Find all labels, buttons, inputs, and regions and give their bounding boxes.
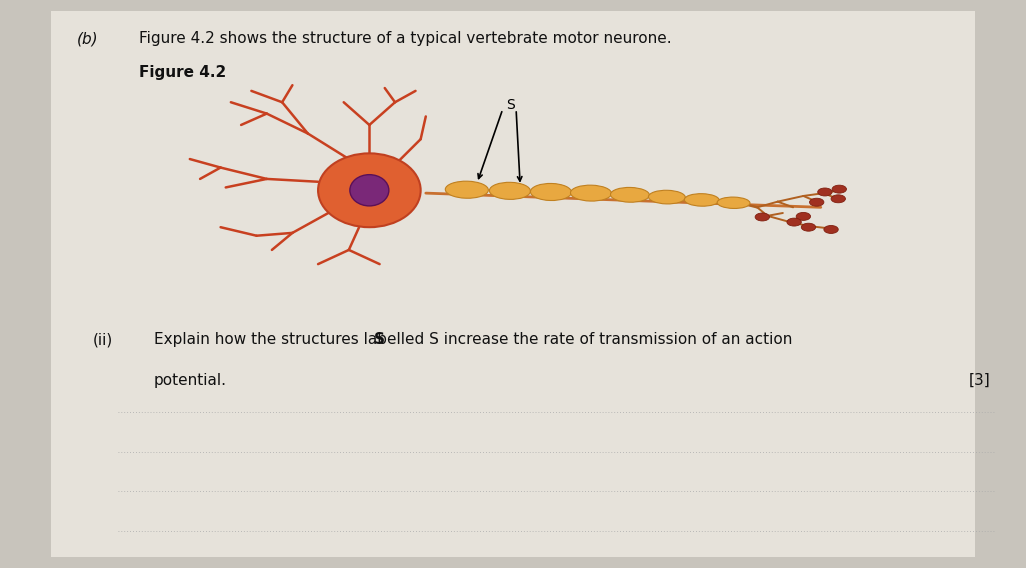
- Ellipse shape: [350, 175, 389, 206]
- Circle shape: [796, 212, 811, 220]
- Ellipse shape: [489, 182, 530, 199]
- Ellipse shape: [570, 185, 611, 201]
- Circle shape: [787, 218, 801, 226]
- Circle shape: [818, 188, 832, 196]
- Ellipse shape: [684, 194, 719, 206]
- Ellipse shape: [610, 187, 649, 202]
- Text: Figure 4.2 shows the structure of a typical vertebrate motor neurone.: Figure 4.2 shows the structure of a typi…: [139, 31, 671, 46]
- Circle shape: [810, 198, 824, 206]
- Circle shape: [832, 185, 846, 193]
- Ellipse shape: [530, 183, 571, 201]
- Circle shape: [801, 223, 816, 231]
- Text: (ii): (ii): [92, 332, 113, 347]
- Ellipse shape: [648, 190, 685, 204]
- Text: S: S: [507, 98, 515, 112]
- Text: S: S: [373, 332, 385, 347]
- Circle shape: [755, 213, 770, 221]
- Text: Explain how the structures labelled S increase the rate of transmission of an ac: Explain how the structures labelled S in…: [154, 332, 792, 347]
- Text: (b): (b): [77, 31, 98, 46]
- FancyBboxPatch shape: [51, 11, 975, 557]
- Circle shape: [824, 225, 838, 233]
- Text: potential.: potential.: [154, 373, 227, 388]
- Ellipse shape: [717, 197, 750, 208]
- Text: Figure 4.2: Figure 4.2: [139, 65, 226, 80]
- Text: [3]: [3]: [969, 373, 990, 388]
- Circle shape: [831, 195, 845, 203]
- Ellipse shape: [445, 181, 488, 198]
- Ellipse shape: [318, 153, 421, 227]
